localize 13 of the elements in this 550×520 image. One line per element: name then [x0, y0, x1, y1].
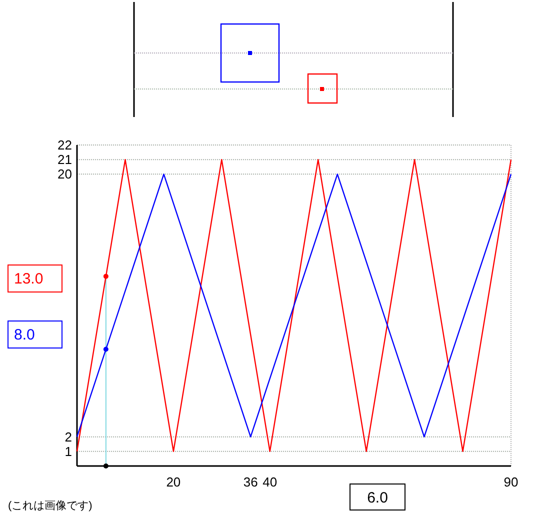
text: 8.0 [14, 326, 35, 344]
y-tick-label: 22 [58, 138, 72, 153]
y-tick-label: 21 [58, 152, 72, 168]
y-tick-label: 2 [64, 429, 72, 444]
x-tick-label: 90 [504, 474, 518, 490]
text: 6.0 [367, 489, 388, 506]
y-tick-label: 1 [64, 444, 72, 459]
text: (これは画像です) [8, 500, 92, 512]
x-tick-label: 40 [262, 474, 278, 490]
y-tick-label: 20 [58, 166, 72, 182]
text: 13.0 [14, 270, 44, 288]
x-tick-label: 36 [243, 474, 258, 490]
x-tick-label: 20 [166, 474, 181, 490]
